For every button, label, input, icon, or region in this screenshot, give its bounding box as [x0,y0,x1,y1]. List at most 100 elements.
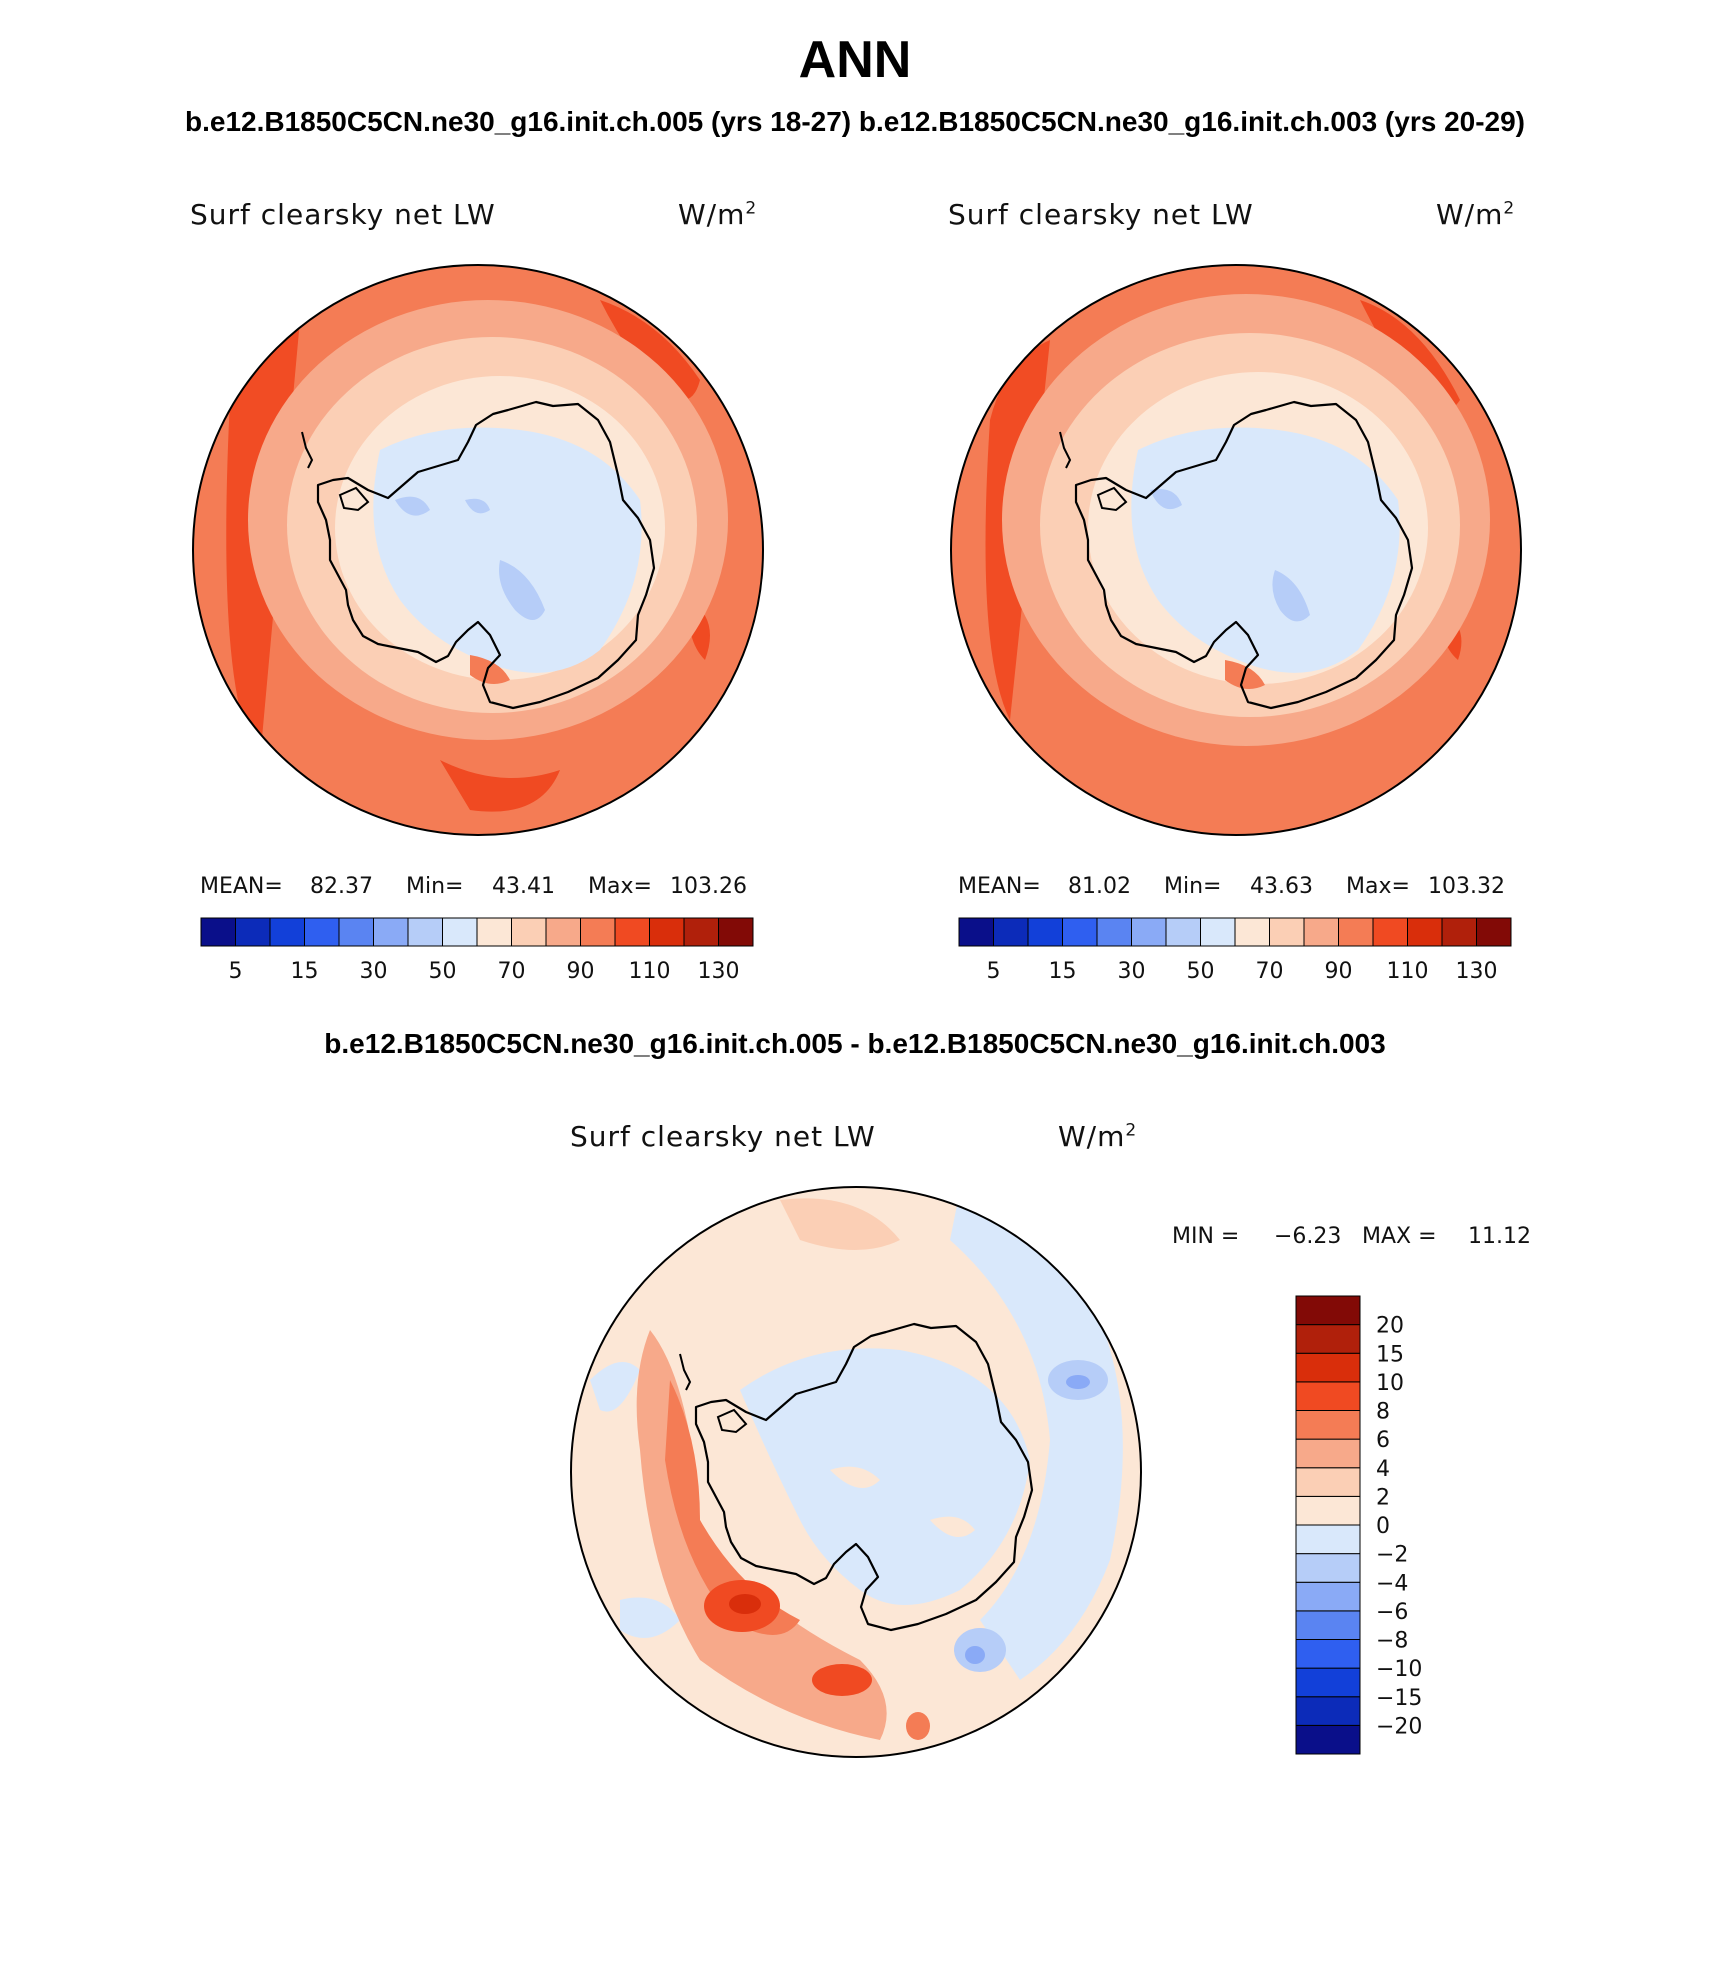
panel3-colorbar-box [1295,1553,1361,1583]
difference-title: b.e12.B1850C5CN.ne30_g16.init.ch.005 - b… [324,1028,1386,1059]
panel1-colorbar-tick-label: 130 [698,959,740,984]
panel2-colorbar-tick-label: 130 [1456,959,1498,984]
figure-title: ANN [798,31,912,89]
panel1-colorbar-box [304,917,340,947]
panel2-colorbar-box [1441,917,1477,947]
panel3-colorbar-tick-label: −8 [1376,1629,1408,1654]
panel3-colorbar-box [1295,1524,1361,1555]
panel2-colorbar-box [1131,917,1167,947]
panel1-colorbar-box [373,917,409,947]
panel1-colorbar-box [511,917,547,947]
panel1-colorbar-box [269,917,305,947]
panel3-colorbar-box [1295,1410,1361,1440]
panel3-colorbar-box [1295,1696,1361,1726]
panel1-colorbar-tick-label: 90 [567,959,595,984]
panel3-map-border [570,1186,1142,1758]
panel1-units-exp: 2 [745,198,758,219]
panel1-colorbar-box [200,917,236,947]
panel2-colorbar-tick-label: 30 [1118,959,1146,984]
panel2-colorbar-box [1269,917,1305,947]
panel1-colorbar: 5 15 30 50 70 90 110 130 [200,917,754,984]
panel3-colorbar-tick-label: 6 [1376,1428,1390,1453]
panel3-colorbar-tick-label: −10 [1376,1657,1422,1682]
panel3-max-label: MAX = [1362,1224,1437,1249]
panel2-mean-value: 81.02 [1068,874,1131,899]
panel2-colorbar-tick-label: 90 [1325,959,1353,984]
panel2-colorbar-box [1165,917,1201,947]
panel1-map-border [192,264,764,836]
panel1-colorbar-box [545,917,581,947]
panel3-max-value: 11.12 [1468,1224,1531,1249]
panel1-colorbar-box [476,917,512,947]
panel1-min-label: Min= [406,874,464,899]
panel1-colorbar-box [614,917,650,947]
panel1-colorbar-tick-label: 15 [291,959,319,984]
panel3-colorbar-box [1295,1667,1361,1698]
panel1-mean-value: 82.37 [310,874,373,899]
panel2-colorbar-box [1096,917,1132,947]
panel2-max-label: Max= [1346,874,1410,899]
panel3-colorbar-box [1295,1639,1361,1669]
panel2-min-label: Min= [1164,874,1222,899]
panel1-map [193,265,763,835]
panel2-colorbar-tick-label: 5 [987,959,1001,984]
panel3-colorbar-tick-label: 8 [1376,1400,1390,1425]
panel2-colorbar-box [1303,917,1339,947]
panel3-colorbar-tick-label: −2 [1376,1543,1408,1568]
panel2-colorbar-tick-label: 110 [1387,959,1429,984]
panel3-colorbar-box [1295,1724,1361,1755]
panel1-colorbar-box [235,917,271,947]
panel2-colorbar-box [1234,917,1270,947]
panel1-colorbar-tick-label: 70 [498,959,526,984]
panel3-colorbar-box [1295,1438,1361,1469]
panel1-colorbar-box [407,917,443,947]
panel3-colorbar-tick-label: −6 [1376,1600,1408,1625]
panel1-colorbar-box [683,917,719,947]
panel3-colorbar-tick-label: 0 [1376,1514,1390,1539]
panel2-colorbar-tick-label: 50 [1187,959,1215,984]
panel3-colorbar-box [1295,1581,1361,1612]
panel1-max-value: 103.26 [670,874,747,899]
panel1-colorbar-box [718,917,754,947]
panel3-variable-label: Surf clearsky net LW [570,1120,876,1153]
panel1-colorbar-box [649,917,685,947]
panel2-colorbar-box [1338,917,1374,947]
panel3-units-label: W/m2 [1058,1120,1137,1153]
panel1-variable-label: Surf clearsky net LW [190,198,496,231]
panel1-colorbar-box [442,917,478,947]
panel2-colorbar-tick-label: 15 [1049,959,1077,984]
panel3-colorbar-box [1295,1495,1361,1526]
panel3-colorbar-tick-label: −20 [1376,1714,1422,1739]
panel1-colorbar-tick-label: 30 [360,959,388,984]
panel2-colorbar-box [1407,917,1443,947]
panel1-mean-label: MEAN= [200,874,283,899]
panel3-min-value: −6.23 [1274,1224,1342,1249]
panel2-colorbar-box [1200,917,1236,947]
panel2-colorbar-box [958,917,994,947]
panel1-colorbar-box [338,917,374,947]
panel2-map-border [950,264,1522,836]
panel2-colorbar-box [1062,917,1098,947]
panel2-mean-label: MEAN= [958,874,1041,899]
panel1-colorbar-tick-label: 110 [629,959,671,984]
panel2-variable-label: Surf clearsky net LW [948,198,1254,231]
panel3-colorbar-box [1295,1467,1361,1497]
panel2-map [951,265,1521,835]
panel2-colorbar-box [1027,917,1063,947]
panel3-units-exp: 2 [1125,1120,1138,1141]
panel2-colorbar-box [993,917,1029,947]
panel3-colorbar-tick-label: 2 [1376,1485,1390,1510]
panel3-colorbar-box [1295,1295,1361,1326]
panel3-colorbar-tick-label: 4 [1376,1457,1390,1482]
panel2-colorbar-box [1372,917,1408,947]
panel3-units-base: W/m [1058,1120,1126,1153]
panel1-units-label: W/m2 [678,198,757,231]
panel2-colorbar: 5 15 30 50 70 90 110 130 [958,917,1512,984]
panel3-colorbar-box [1295,1324,1361,1354]
panel3-colorbar-box [1295,1352,1361,1383]
panel3-colorbar-tick-label: −4 [1376,1571,1408,1596]
panel1-max-label: Max= [588,874,652,899]
figure-subtitle: b.e12.B1850C5CN.ne30_g16.init.ch.005 (yr… [184,106,1526,137]
panel2-units-base: W/m [1436,198,1504,231]
